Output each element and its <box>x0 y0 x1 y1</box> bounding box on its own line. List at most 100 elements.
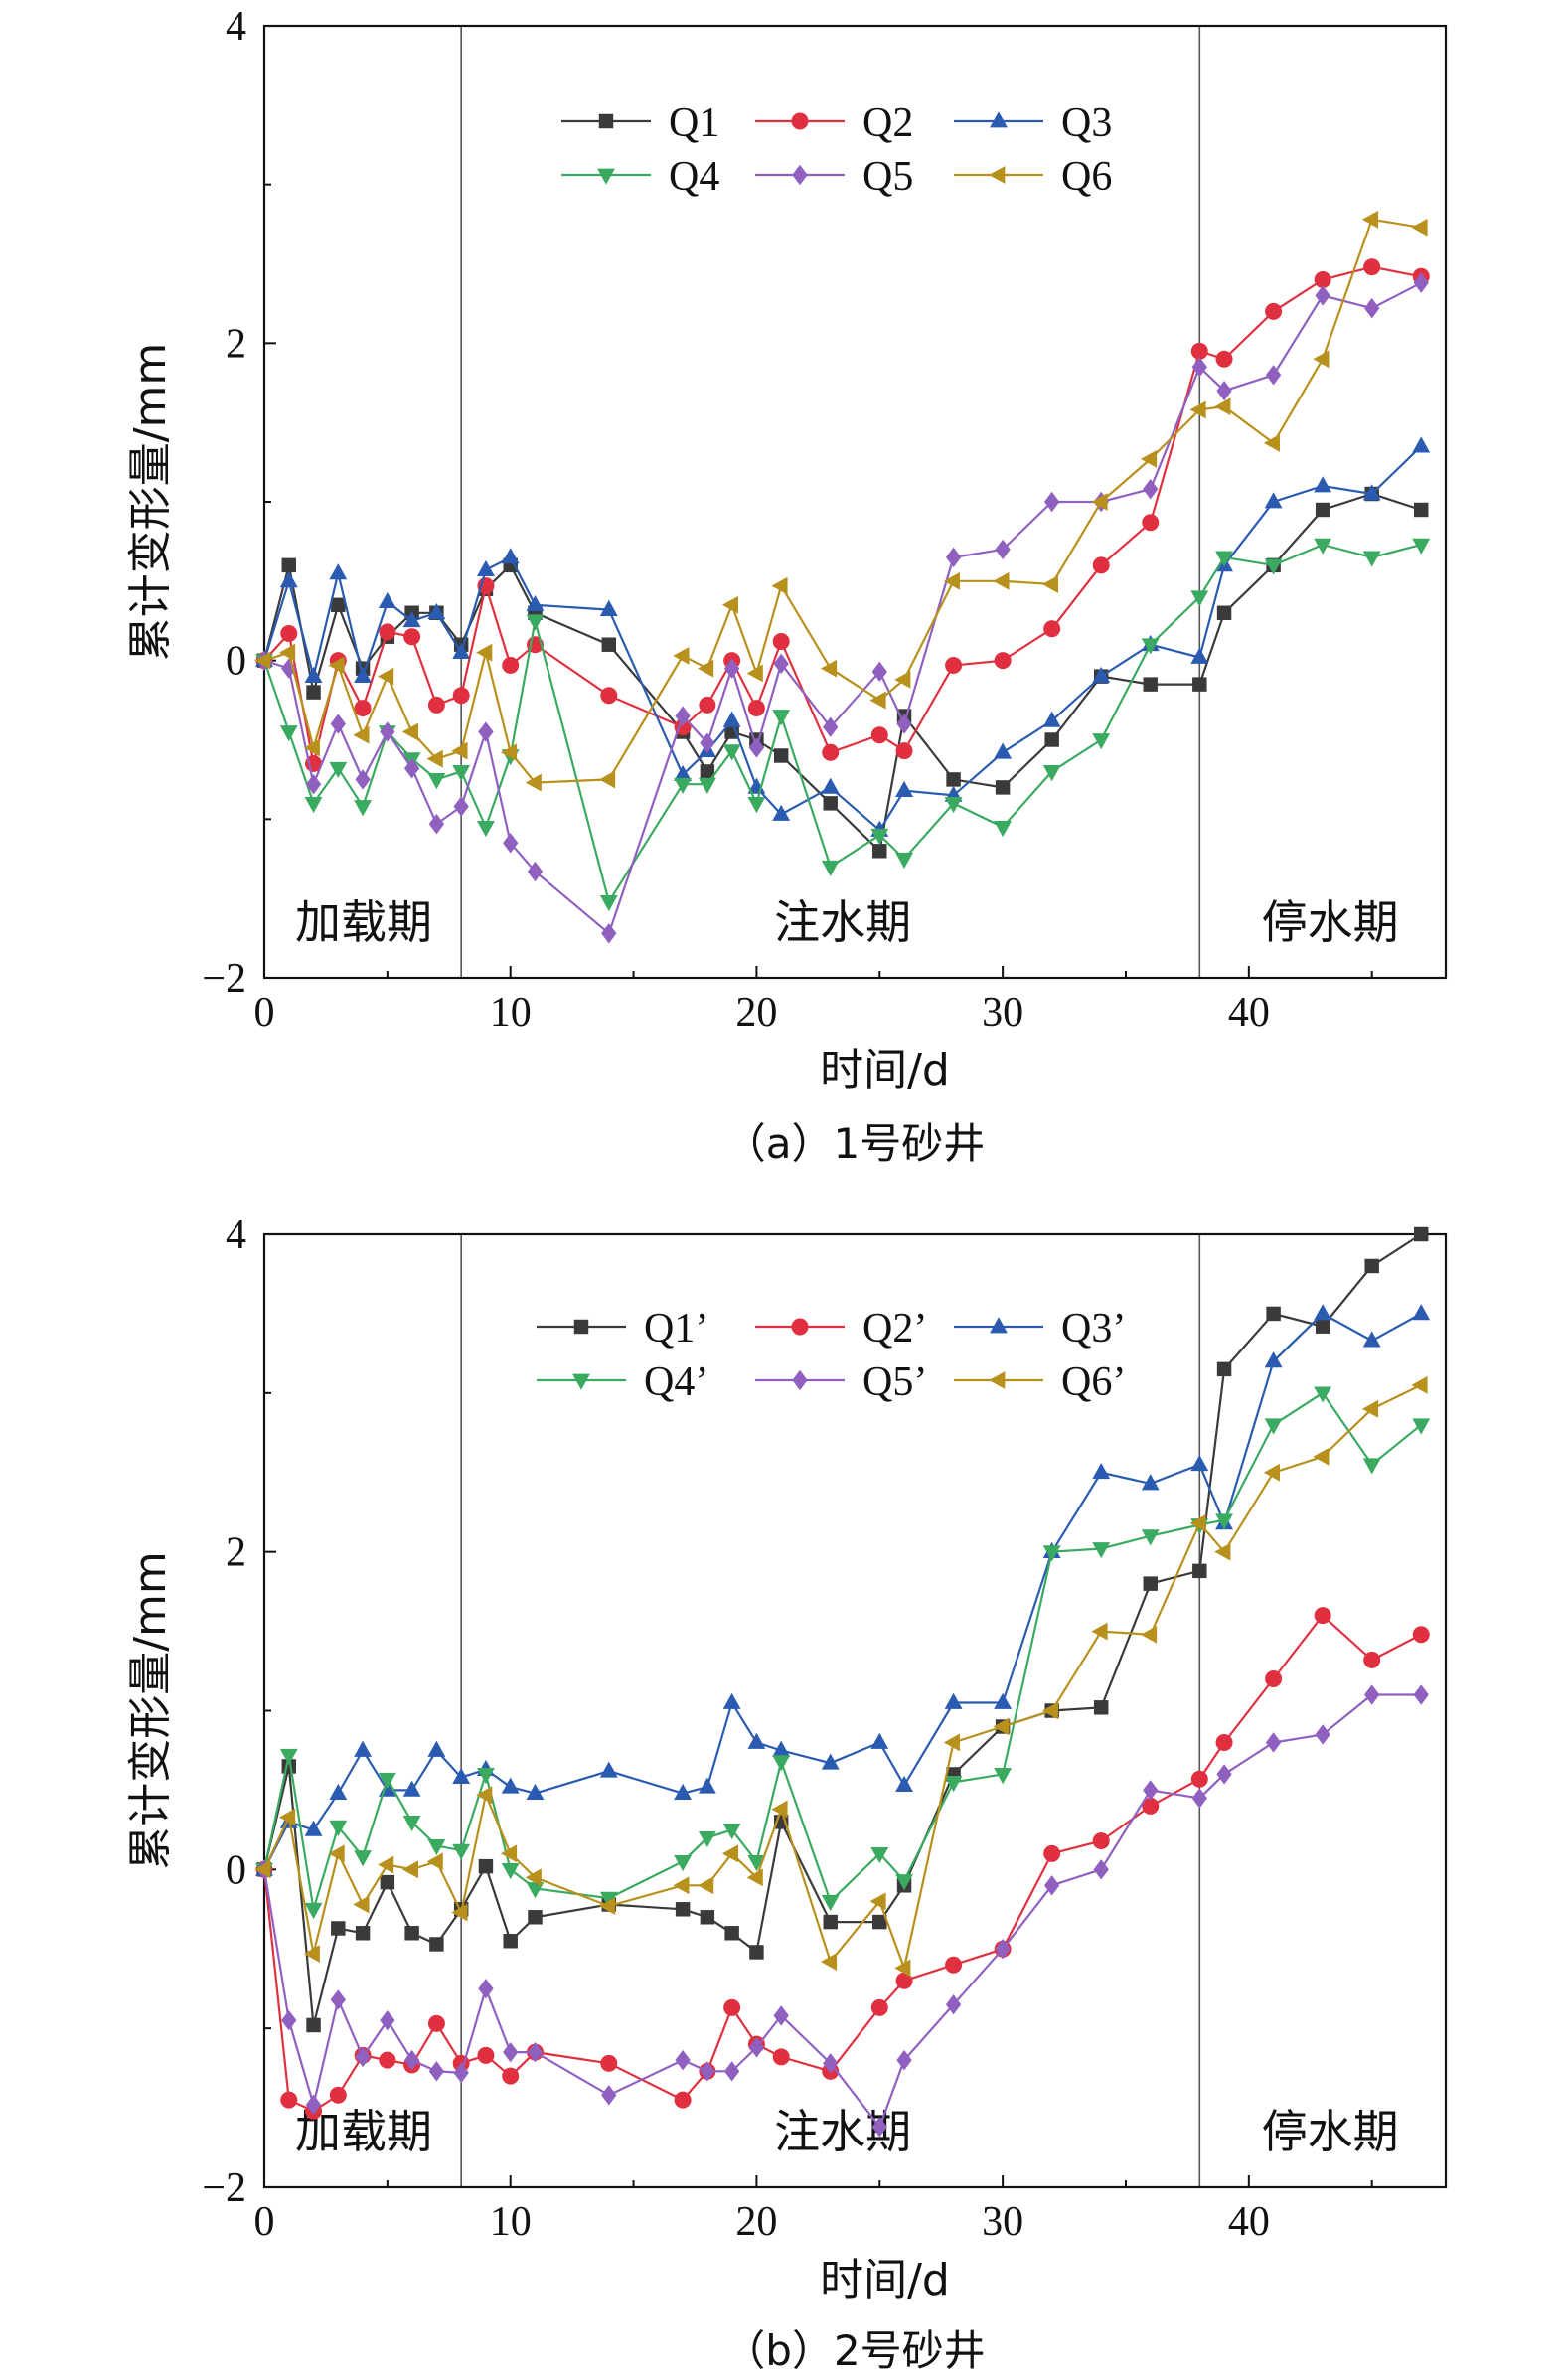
data-point <box>452 687 470 705</box>
data-point <box>746 664 763 683</box>
data-point <box>1142 514 1160 532</box>
data-point <box>995 1939 1011 1960</box>
data-point <box>944 796 963 814</box>
data-point <box>993 1717 1010 1736</box>
legend-marker <box>792 1369 808 1391</box>
x-tick-label: 0 <box>254 990 275 1035</box>
data-point <box>599 599 618 616</box>
data-point <box>721 595 739 614</box>
data-point <box>772 633 790 651</box>
data-point <box>1093 1700 1109 1715</box>
legend-label: Q3 <box>1061 100 1112 146</box>
data-point <box>1190 1454 1209 1472</box>
data-point <box>501 548 520 564</box>
data-point <box>380 1874 395 1890</box>
series-Q6 <box>254 210 1428 792</box>
x-tick-label: 40 <box>1228 990 1270 1035</box>
data-point <box>329 2086 347 2104</box>
data-point <box>747 1732 766 1749</box>
data-point <box>895 1775 913 1792</box>
data-point <box>303 738 320 757</box>
data-point <box>772 804 791 821</box>
data-point <box>674 764 693 782</box>
data-point <box>427 602 446 620</box>
x-tick-label: 30 <box>982 2199 1023 2245</box>
y-tick-label: −2 <box>202 956 246 1002</box>
data-point <box>822 743 840 761</box>
data-point <box>721 1844 739 1863</box>
data-point <box>1091 493 1108 511</box>
data-point <box>1364 298 1380 319</box>
x-axis-title: 时间/d <box>820 1045 950 1096</box>
data-point <box>821 777 840 794</box>
data-point <box>945 1993 962 2015</box>
data-point <box>451 1903 468 1922</box>
data-point <box>995 539 1011 560</box>
data-point <box>331 1921 346 1936</box>
data-point <box>1216 1764 1232 1785</box>
data-point <box>1214 1542 1231 1561</box>
data-point <box>1364 1684 1380 1705</box>
data-point <box>404 1926 419 1941</box>
data-point <box>674 777 693 794</box>
data-point <box>1314 1386 1332 1403</box>
series-Q1 <box>256 486 1429 859</box>
data-point <box>1189 400 1206 419</box>
legend-entry: Q2’ <box>755 1306 927 1351</box>
data-point <box>453 796 469 817</box>
data-point <box>1140 1625 1158 1644</box>
data-point <box>452 765 471 782</box>
data-point <box>945 656 963 674</box>
data-point <box>330 714 346 734</box>
y-axis-title: 累计变形量/mm <box>125 343 176 662</box>
data-point <box>1041 1701 1059 1720</box>
data-point <box>896 714 912 734</box>
data-point <box>1044 732 1059 747</box>
data-point <box>895 742 913 760</box>
data-point <box>700 732 715 753</box>
data-point <box>403 2049 420 2071</box>
data-point <box>698 659 714 678</box>
data-point <box>279 1748 298 1766</box>
data-point <box>994 1768 1013 1785</box>
data-point <box>329 1820 348 1836</box>
data-point <box>476 643 493 662</box>
data-point <box>1093 1859 1109 1880</box>
data-point <box>526 1882 545 1899</box>
x-tick-label: 20 <box>735 2199 777 2245</box>
data-point <box>870 1846 889 1864</box>
legend-marker <box>990 1317 1008 1334</box>
data-point <box>1411 1375 1428 1394</box>
data-point <box>1264 1418 1283 1435</box>
data-point <box>820 659 838 678</box>
series-line <box>262 1391 1422 1910</box>
data-point <box>601 923 617 944</box>
data-point <box>1044 491 1060 513</box>
data-point <box>673 646 690 665</box>
legend-marker <box>572 1373 590 1390</box>
data-point <box>1361 1399 1379 1418</box>
data-point <box>869 1892 886 1911</box>
data-point <box>281 557 296 573</box>
data-point <box>1414 502 1429 518</box>
data-point <box>279 571 298 588</box>
data-point <box>1362 484 1381 501</box>
legend-entry: Q6’ <box>954 1359 1126 1405</box>
data-point <box>1412 1626 1430 1644</box>
data-point <box>749 1945 764 1960</box>
data-point <box>355 2046 371 2068</box>
data-point <box>501 1777 520 1794</box>
data-point <box>746 1868 763 1887</box>
data-point <box>993 571 1010 590</box>
data-point <box>1042 711 1061 727</box>
data-point <box>772 1755 791 1772</box>
data-point <box>1215 1513 1233 1530</box>
data-point <box>1191 357 1207 378</box>
data-point <box>1411 218 1428 237</box>
data-point <box>894 670 911 689</box>
legend-entry: Q1 <box>561 100 719 146</box>
data-point <box>526 595 545 612</box>
y-tick-label: 0 <box>226 1847 246 1893</box>
data-point <box>895 1874 913 1891</box>
